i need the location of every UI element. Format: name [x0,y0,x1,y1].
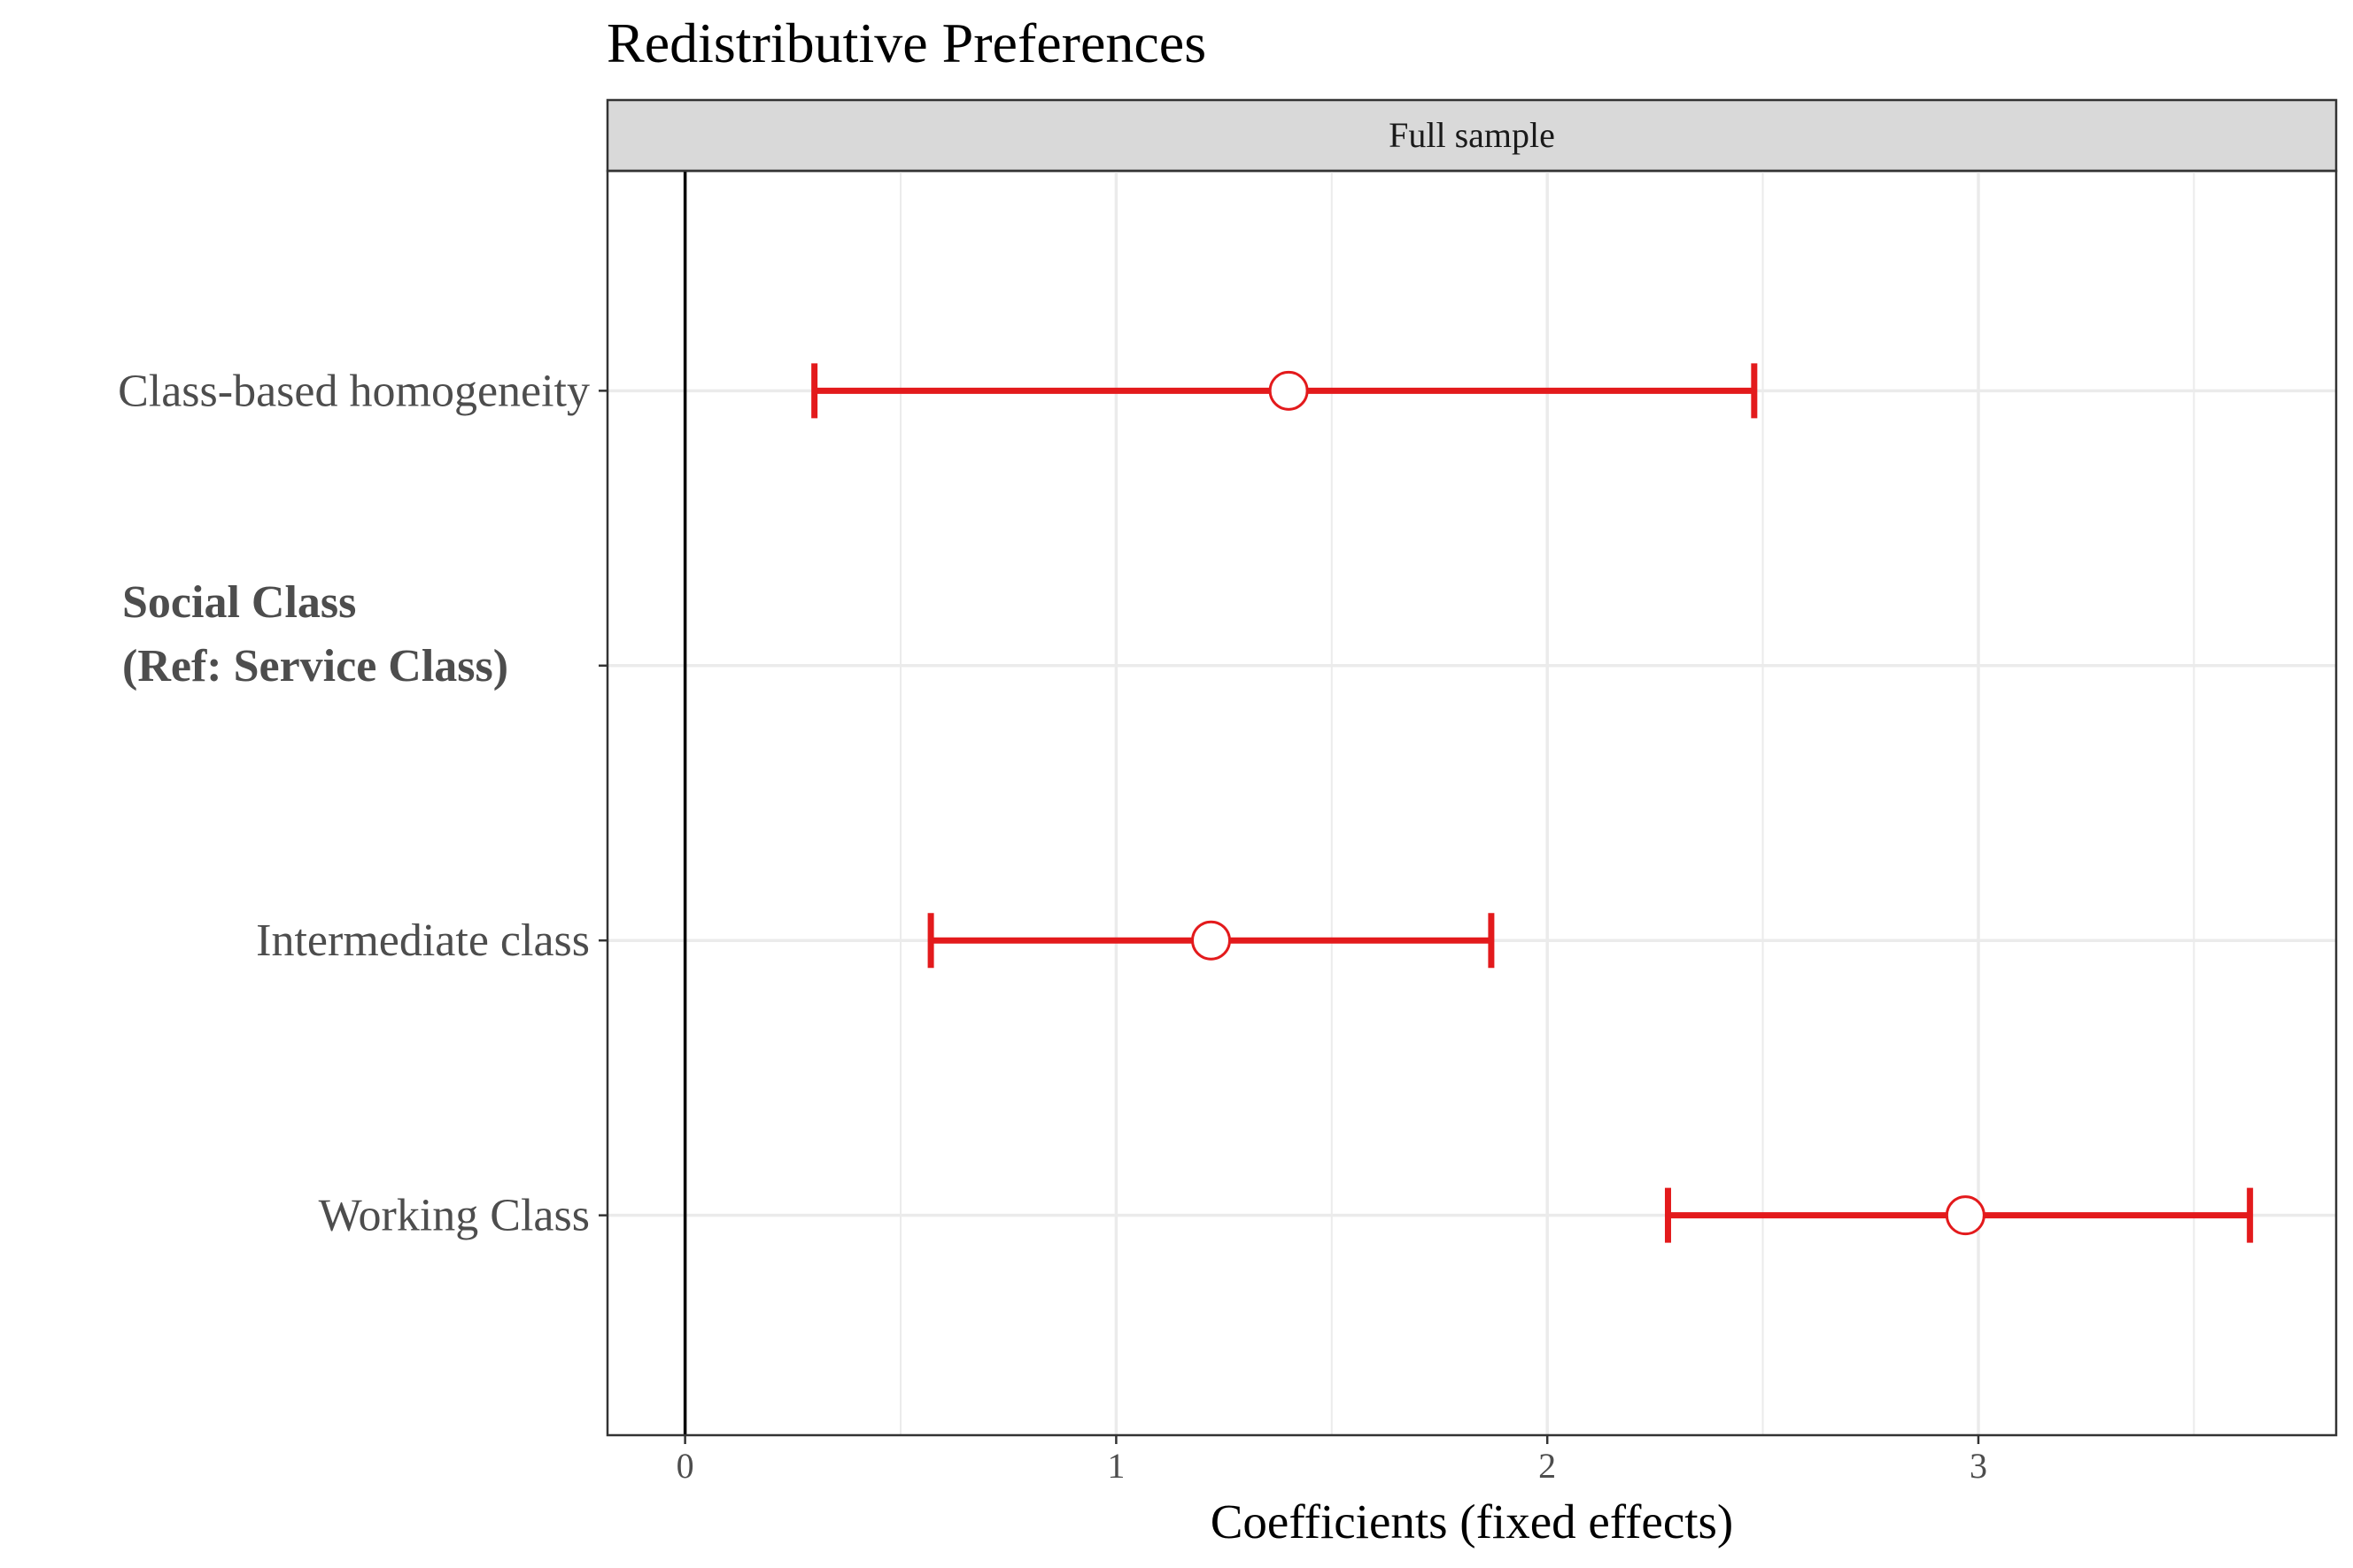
panel-grid [608,171,2336,1435]
point-estimate [1945,1195,1985,1236]
plot-marks [811,363,2254,1243]
x-tick-label: 3 [1970,1446,1987,1486]
x-tick-label: 0 [677,1446,694,1486]
estimate-group [811,363,1758,419]
point-estimate [1190,920,1231,961]
y-tick-label: Class-based homogeneity [118,366,590,416]
y-tick-label: Intermediate class [256,915,590,966]
x-axis: 0 1 2 3 [677,1435,1987,1486]
chart-title: Redistributive Preferences [607,12,1206,74]
panel-border [606,169,2338,1437]
estimate-group [927,913,1495,969]
y-tick-label: Working Class [319,1191,590,1241]
y-axis: Class-based homogeneity Social Class (Ref:… [118,366,608,1241]
facet-strip [606,98,2338,173]
x-tick-label: 1 [1107,1446,1125,1486]
x-axis-title: Coefficients (fixed effects) [1211,1495,1734,1549]
y-group-header-label: Social Class (Ref: Service Class) [122,577,508,691]
facet-label: Full sample [1389,115,1555,155]
x-tick-label: 2 [1538,1446,1556,1486]
point-estimate [1268,370,1309,411]
estimate-group [1664,1187,2254,1243]
